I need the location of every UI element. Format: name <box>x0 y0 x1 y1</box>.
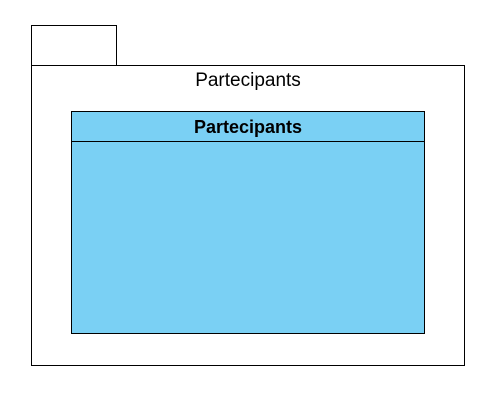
package-tab[interactable] <box>31 25 117 65</box>
class-title: Partecipants <box>193 117 303 137</box>
class-header: Partecipants <box>72 112 424 142</box>
package-title: Partecipants <box>195 70 301 91</box>
package-body[interactable]: Partecipants Partecipants <box>31 65 465 366</box>
class-box[interactable]: Partecipants <box>71 111 425 334</box>
class-attributes-compartment[interactable] <box>72 142 424 333</box>
